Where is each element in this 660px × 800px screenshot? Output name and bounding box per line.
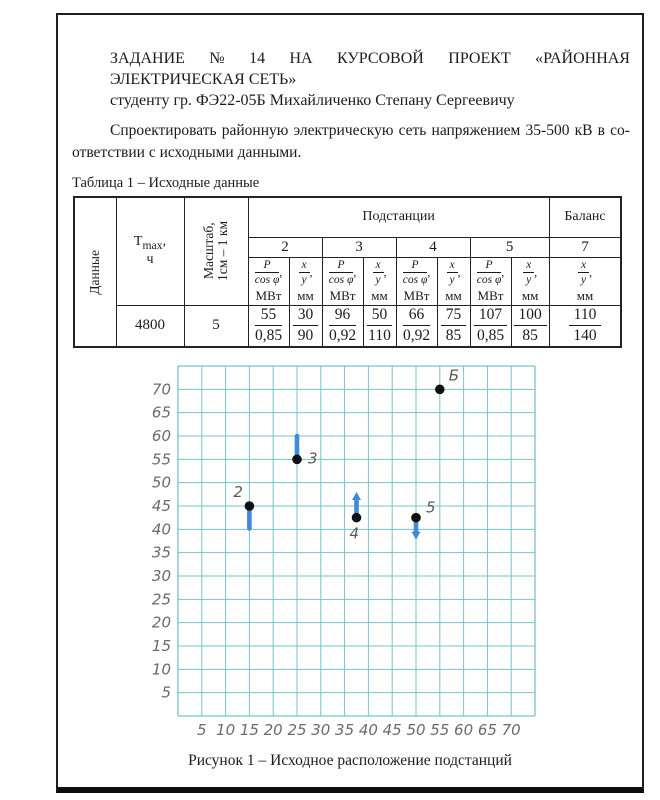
- sub3-p-value: 96 0,92: [321, 304, 364, 348]
- sub2-p-value: 55 0,85: [247, 304, 290, 348]
- substation-layout-chart: 5 10 15 20 25 30 35 40 45 50 55 60 65 70 5 10 15 20 25 30 35…: [140, 358, 550, 758]
- word: 14: [249, 50, 266, 67]
- table-caption: Таблица 1 – Исходные данные: [72, 175, 260, 191]
- substation-point-5: [411, 512, 421, 523]
- x-tick-label: 50: [406, 721, 425, 739]
- xy-header: x y, мм: [288, 256, 323, 306]
- word: НА: [289, 50, 313, 67]
- scale-value: 5: [183, 304, 249, 348]
- point-label-5: 5: [426, 499, 436, 517]
- assignment-title-line2: ЭЛЕКТРИЧЕСКАЯ СЕТЬ»: [110, 71, 297, 88]
- y-tick-label: 10: [152, 660, 171, 678]
- sub4-xy-value: 75 85: [436, 304, 471, 348]
- balans-value: 110 140: [548, 304, 622, 348]
- y-tick-label: 70: [152, 380, 171, 398]
- student-line: студенту гр. ФЭ22-05Б Михайличенко Степа…: [110, 92, 515, 109]
- substation-number: 4: [395, 236, 471, 258]
- x-tick-label: 40: [359, 721, 378, 739]
- word: сеть: [398, 122, 427, 139]
- header-podstancii: Подстанции: [247, 196, 550, 238]
- word: «РАЙОННАЯ: [535, 50, 630, 67]
- col-header-scale: Масштаб, 1см – 1 км: [183, 196, 249, 306]
- y-tick-label: 60: [152, 427, 171, 445]
- word: 35-500: [525, 122, 570, 139]
- x-tick-label: 5: [197, 721, 207, 739]
- x-tick-label: 15: [240, 721, 259, 739]
- sub5-xy-value: 100 85: [510, 304, 550, 348]
- balans-xy-header: x y, мм: [548, 256, 622, 306]
- sub2-xy-value: 30 90: [288, 304, 323, 348]
- substation-point-3: [292, 454, 302, 465]
- x-tick-label: 60: [454, 721, 473, 739]
- y-tick-label: 20: [152, 614, 171, 632]
- substation-point-4: [351, 512, 362, 523]
- word: №: [209, 50, 225, 67]
- word: ЗАДАНИЕ: [110, 50, 185, 67]
- task-paragraph-line2: ответствии с исходными данными.: [72, 144, 302, 161]
- x-tick-label: 20: [264, 721, 283, 739]
- x-tick-label: 35: [335, 721, 354, 739]
- page-border: [56, 13, 644, 793]
- xy-header: x y, мм: [510, 256, 550, 306]
- y-tick-label: 50: [152, 474, 171, 492]
- arrow-head-5: [411, 531, 421, 540]
- assignment-title-line1: ЗАДАНИЕ № 14 НА КУРСОВОЙ ПРОЕКТ «РАЙОННАЯ: [110, 48, 630, 69]
- word: КУРСОВОЙ: [337, 50, 424, 67]
- y-tick-label: 65: [152, 404, 171, 422]
- x-tick-label: 65: [478, 721, 497, 739]
- assignment-header: ЗАДАНИЕ № 14 НА КУРСОВОЙ ПРОЕКТ «РАЙОННАЯ ЭЛЕК…: [110, 48, 630, 111]
- point-label-4: 4: [350, 525, 360, 543]
- y-tick-label: 35: [152, 544, 171, 562]
- tmax-value: 4800: [115, 304, 185, 348]
- y-tick-label: 5: [161, 684, 171, 702]
- xy-header: x y, мм: [436, 256, 471, 306]
- word: районную: [221, 122, 289, 139]
- substation-point-Б: [435, 384, 445, 395]
- substation-number: 5: [469, 236, 550, 258]
- y-tick-label: 15: [152, 637, 171, 655]
- header-balans: Баланс: [548, 196, 622, 238]
- task-paragraph-line1: Спроектировать районную электрическую сеть н…: [110, 120, 630, 142]
- point-label-2: 2: [233, 483, 243, 501]
- substation-number: 2: [247, 236, 323, 258]
- substation-number: 3: [321, 236, 397, 258]
- sub4-p-value: 66 0,92: [395, 304, 438, 348]
- sub3-xy-value: 50 110: [362, 304, 397, 348]
- xy-header: x y, мм: [362, 256, 397, 306]
- word: ПРОЕКТ: [448, 50, 511, 67]
- y-tick-label: 25: [152, 590, 171, 608]
- y-tick-label: 55: [152, 450, 171, 468]
- col-header-tmax: Тmax, ч: [115, 196, 185, 306]
- balans-number: 7: [548, 236, 622, 258]
- y-tick-label: 30: [152, 567, 171, 585]
- word: напряжением: [431, 122, 521, 139]
- x-tick-label: 10: [216, 721, 235, 739]
- arrow-head-4: [352, 492, 361, 500]
- x-tick-label: 55: [430, 721, 449, 739]
- word: в: [597, 122, 605, 139]
- x-tick-label: 45: [383, 721, 402, 739]
- figure-caption: Рисунок 1 – Исходное расположение подста…: [188, 752, 512, 769]
- word: кВ: [574, 122, 593, 139]
- y-tick-label: 45: [152, 497, 171, 515]
- x-tick-label: 70: [502, 721, 521, 739]
- word: электрическую: [293, 122, 394, 139]
- point-label-3: 3: [308, 449, 318, 467]
- x-tick-label: 30: [311, 721, 330, 739]
- y-tick-label: 40: [152, 520, 171, 538]
- sub5-p-value: 107 0,85: [469, 304, 512, 348]
- word: Спроектировать: [110, 122, 217, 139]
- x-tick-label: 25: [287, 721, 306, 739]
- col-header-dannye: Данные: [73, 196, 117, 348]
- point-label-Б: Б: [449, 366, 459, 384]
- task-paragraph: Спроектировать районную электрическую сеть н…: [72, 120, 630, 164]
- word: со-: [610, 122, 630, 139]
- initial-data-table: Данные Тmax, ч Масштаб, 1см – 1 км Подста…: [73, 196, 623, 348]
- substation-point-2: [244, 501, 255, 511]
